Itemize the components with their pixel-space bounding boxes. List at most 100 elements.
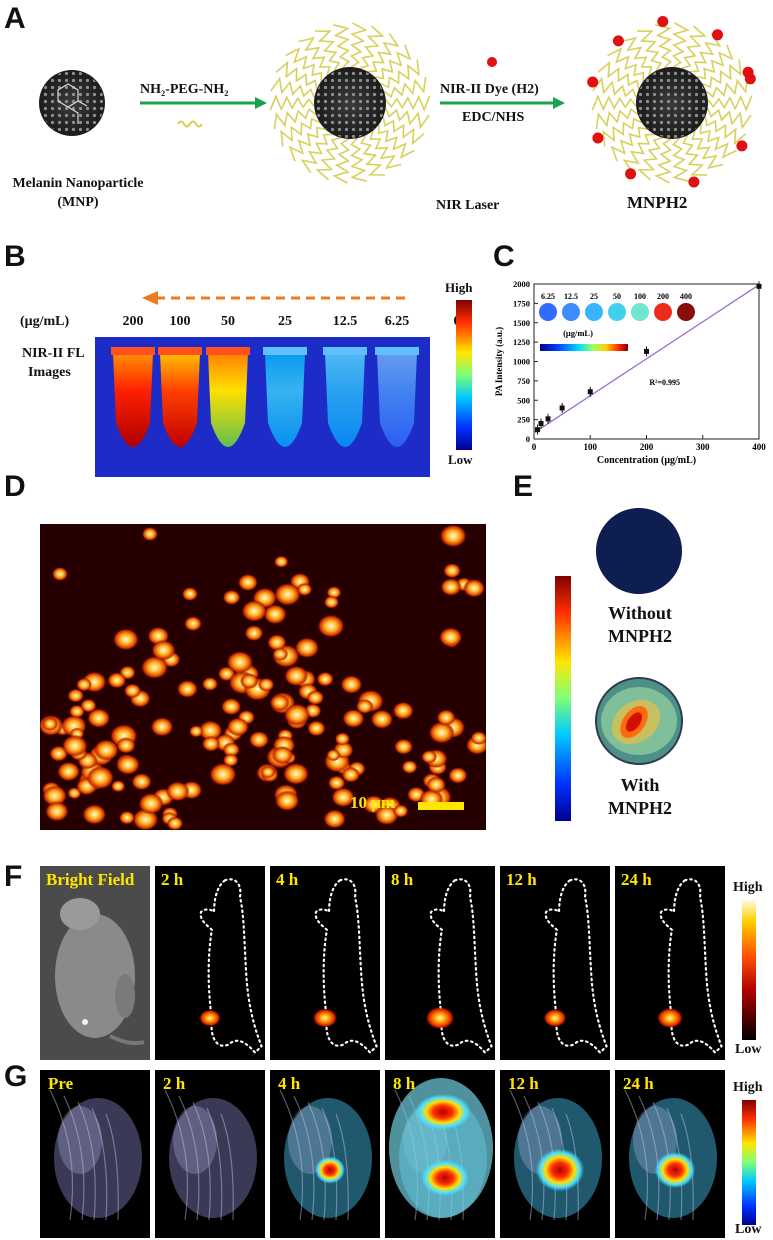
arrow-right-icon — [553, 97, 565, 109]
cell — [307, 720, 326, 737]
y-axis-label: PA Intensity (a.u.) — [494, 327, 504, 396]
concentration-unit: (μg/mL) — [20, 314, 70, 329]
inset-label: 100 — [634, 292, 646, 301]
cell — [198, 720, 223, 741]
tube — [263, 347, 307, 447]
cell — [112, 628, 139, 651]
concentration-label: 12.5 — [332, 314, 358, 329]
fl-time-frame: Bright Field — [40, 866, 150, 1060]
cell — [226, 650, 254, 674]
cell — [428, 721, 455, 744]
time-label: 12 h — [508, 1074, 539, 1093]
without-mnph2-image — [596, 508, 682, 594]
mnp-label-line1: Melanin Nanoparticle — [12, 176, 144, 191]
cell — [221, 698, 242, 716]
y-tick-label: 250 — [517, 415, 530, 425]
concentration-label: 25 — [278, 314, 292, 329]
inset-colorbar — [540, 344, 628, 351]
concentration-label: 100 — [169, 314, 191, 329]
cell — [342, 709, 365, 728]
data-point — [644, 348, 649, 354]
tumor-signal — [313, 1008, 337, 1028]
cell — [226, 717, 249, 737]
inset-label: 6.25 — [541, 292, 555, 301]
cell — [316, 671, 334, 687]
fl-time-frame: 12 h — [500, 866, 610, 1060]
panel-letter-g: G — [4, 1060, 28, 1093]
cell — [260, 765, 276, 779]
cell — [140, 655, 169, 679]
x-tick-label: 400 — [752, 442, 766, 452]
cell — [282, 762, 310, 785]
tube — [158, 347, 202, 447]
mouse-outline — [659, 878, 723, 1055]
fl-time-frame: 8 h — [385, 866, 495, 1060]
tumor-signal — [199, 1009, 221, 1027]
cell — [57, 761, 81, 782]
fl-time-frame: 2 h — [155, 866, 265, 1060]
cell — [327, 775, 346, 791]
cell — [45, 801, 69, 822]
cell — [184, 616, 202, 632]
peg-nanoparticle-icon — [269, 22, 431, 184]
inset-circle — [585, 303, 603, 321]
cell — [151, 639, 176, 661]
cell — [116, 737, 136, 754]
panel-g-scale-low: Low — [735, 1222, 762, 1237]
inset-label: 25 — [590, 292, 598, 301]
cell — [443, 563, 461, 579]
y-tick-label: 750 — [517, 376, 530, 386]
cell-fluorescence-image — [40, 524, 486, 830]
cell — [340, 675, 363, 694]
cell — [271, 746, 294, 765]
concentration-label: 6.25 — [384, 314, 410, 329]
panel-letter-e: E — [513, 470, 534, 503]
panel-letter-b: B — [4, 240, 26, 273]
pa-signal — [535, 1148, 585, 1192]
panel-letter-a: A — [4, 2, 26, 35]
cell — [263, 604, 287, 625]
inset-circle — [539, 303, 557, 321]
step2-condition: EDC/NHS — [462, 110, 525, 125]
cell — [317, 614, 345, 638]
mnp-label-line2: (MNP) — [57, 195, 99, 210]
arrow-right-icon — [255, 97, 267, 109]
cell — [370, 709, 394, 729]
cell — [274, 555, 289, 568]
cell — [61, 734, 88, 757]
concentration-label: 50 — [221, 314, 235, 329]
cell — [323, 595, 340, 609]
fl-time-frame: 4 h — [270, 866, 380, 1060]
panel-g-scale-high: High — [733, 1080, 763, 1095]
inset-circle — [677, 303, 695, 321]
x-tick-label: 0 — [532, 442, 537, 452]
cell — [42, 785, 68, 807]
cell — [463, 578, 486, 598]
inset-unit: (μg/mL) — [563, 328, 593, 338]
x-tick-label: 300 — [696, 442, 710, 452]
tube — [206, 347, 250, 447]
mouse-outline — [314, 878, 378, 1055]
pa-signal — [654, 1151, 696, 1189]
mouse-outline — [544, 878, 608, 1055]
cell — [306, 690, 325, 705]
x-tick-label: 100 — [584, 442, 598, 452]
cell — [341, 766, 361, 783]
cell — [80, 698, 97, 713]
cell — [334, 732, 350, 746]
data-point — [559, 405, 565, 411]
cell — [393, 804, 409, 818]
cell — [440, 578, 462, 596]
product-label: MNPH2 — [627, 193, 688, 212]
y-tick-label: 1500 — [513, 318, 530, 328]
cell — [176, 680, 198, 698]
cell — [52, 567, 68, 581]
panel-letter-d: D — [4, 470, 26, 503]
with-mnph2-image — [595, 677, 683, 765]
panel-b-colorbar — [456, 300, 472, 450]
cell — [119, 810, 135, 825]
cell — [138, 792, 164, 815]
nir-fl-tube-image — [95, 337, 430, 477]
peg-chain-icon — [177, 120, 203, 128]
cell — [439, 524, 467, 548]
